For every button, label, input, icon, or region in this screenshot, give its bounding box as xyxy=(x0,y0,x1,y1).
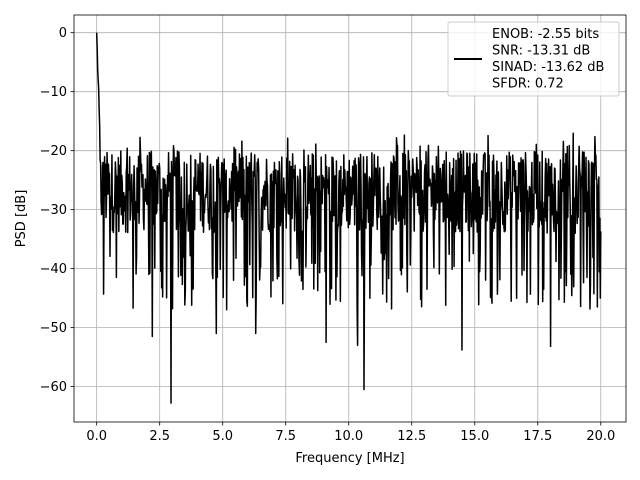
x-tick-label: 15.0 xyxy=(460,429,489,444)
x-tick-label: 20.0 xyxy=(586,429,615,444)
x-axis-ticks: 0.0 2.5 5.0 7.5 10.0 12.5 15.0 17.5 20.0 xyxy=(86,422,615,444)
psd-series xyxy=(95,32,602,404)
x-tick-label: 12.5 xyxy=(397,429,426,444)
x-tick-label: 0.0 xyxy=(86,429,107,444)
legend: ENOB: -2.55 bits SNR: -13.31 dB SINAD: -… xyxy=(447,21,620,97)
psd-line xyxy=(95,32,602,404)
legend-entry-sfdr: SFDR: 0.72 xyxy=(492,77,564,92)
x-tick-label: 7.5 xyxy=(275,429,296,444)
x-tick-label: 5.0 xyxy=(212,429,233,444)
x-axis-label: Frequency [MHz] xyxy=(295,451,404,466)
y-axis-label: PSD [dB] xyxy=(14,190,29,248)
x-tick-label: 2.5 xyxy=(149,429,170,444)
y-tick-label: −60 xyxy=(40,380,67,395)
y-tick-label: 0 xyxy=(59,26,67,41)
y-tick-label: −20 xyxy=(40,144,67,159)
y-axis-ticks: 0 −10 −20 −30 −40 −50 −60 xyxy=(40,26,74,395)
legend-box xyxy=(447,21,620,97)
legend-entry-snr: SNR: -13.31 dB xyxy=(492,44,590,59)
axes-frame xyxy=(73,14,627,423)
y-tick-label: −10 xyxy=(40,85,67,100)
y-tick-label: −40 xyxy=(40,262,67,277)
x-tick-label: 17.5 xyxy=(523,429,552,444)
y-tick-label: −50 xyxy=(40,321,67,336)
legend-entry-enob: ENOB: -2.55 bits xyxy=(492,27,599,42)
y-tick-label: −30 xyxy=(40,203,67,218)
legend-entry-sinad: SINAD: -13.62 dB xyxy=(492,60,604,75)
x-tick-label: 10.0 xyxy=(334,429,363,444)
